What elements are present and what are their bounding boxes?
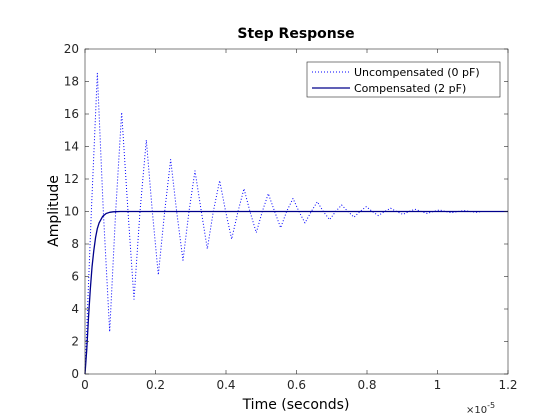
y-tick-label: 16: [64, 107, 79, 121]
x-tick-label: 0.6: [287, 378, 306, 392]
y-tick-label: 8: [71, 237, 79, 251]
legend-label-compensated: Compensated (2 pF): [354, 82, 466, 95]
series-layer: [84, 72, 508, 375]
y-tick-label: 0: [71, 367, 79, 381]
x-tick-label: 0.8: [357, 378, 376, 392]
y-tick-label: 2: [71, 335, 79, 349]
axes-layer: 0 0.2 0.4 0.6 0.8 1 1.2 0 2 4 6 8 10 12 14 16 18 20: [64, 42, 518, 392]
axes-box: [84, 48, 509, 375]
x-exponent-label: ×10-5: [466, 401, 495, 416]
y-tick-label: 6: [71, 270, 79, 284]
x-tick-label: 1: [434, 378, 442, 392]
x-tick-label: 0.4: [216, 378, 235, 392]
y-tick-label: 14: [64, 140, 79, 154]
y-tick-label: 10: [64, 205, 79, 219]
x-exponent-base: ×10: [466, 405, 487, 416]
y-tick-label: 20: [64, 42, 79, 56]
x-exponent-power: -5: [487, 401, 495, 410]
x-tick-label: 1.2: [498, 378, 517, 392]
series-line-1: [84, 210, 508, 375]
legend-label-uncompensated: Uncompensated (0 pF): [354, 66, 480, 79]
y-tick-label: 18: [64, 75, 79, 89]
y-axis-label: Amplitude: [46, 175, 62, 247]
y-tick-label: 12: [64, 172, 79, 186]
y-tick-label: 4: [71, 302, 79, 316]
x-tick-label: 0.2: [146, 378, 165, 392]
legend-box: [306, 61, 501, 98]
x-tick-label: 0: [81, 378, 89, 392]
legend: Uncompensated (0 pF) Compensated (2 pF): [306, 61, 501, 98]
x-axis-label: Time (seconds): [242, 397, 350, 413]
chart-title: Step Response: [237, 26, 354, 42]
